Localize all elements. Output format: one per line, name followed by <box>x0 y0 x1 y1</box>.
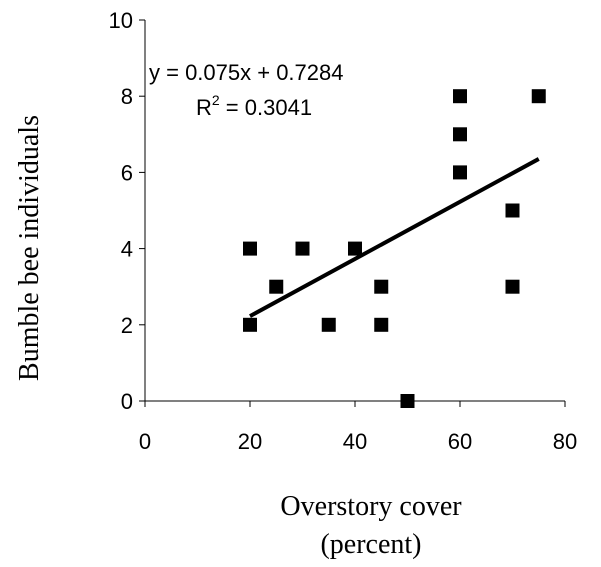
y-tick-label: 4 <box>121 237 133 262</box>
x-tick-label: 0 <box>139 429 151 454</box>
y-axis-title: Bumble bee individuals <box>14 115 45 381</box>
data-point <box>453 127 467 142</box>
x-axis-ticks: 0 20 40 60 80 <box>139 401 577 454</box>
data-point <box>453 89 467 104</box>
data-point <box>374 279 389 294</box>
y-tick-label: 2 <box>121 313 133 338</box>
y-tick-label: 10 <box>109 8 133 33</box>
x-tick-label: 80 <box>553 429 577 454</box>
data-point <box>321 317 336 332</box>
data-point <box>269 279 284 294</box>
y-tick-label: 6 <box>121 160 133 185</box>
data-point <box>505 279 520 294</box>
data-point <box>505 203 520 218</box>
data-point <box>400 394 415 408</box>
data-point <box>531 89 546 104</box>
data-point <box>243 241 257 256</box>
y-tick-label: 0 <box>121 389 133 414</box>
y-tick-label: 8 <box>121 84 133 109</box>
x-tick-label: 40 <box>343 429 367 454</box>
data-point <box>374 317 389 332</box>
x-tick-label: 20 <box>238 429 262 454</box>
data-points <box>243 89 546 408</box>
x-axis-title-line2: (percent) <box>320 529 421 560</box>
y-axis-ticks: 0 2 4 6 8 10 <box>109 8 145 414</box>
trendline-equation: y = 0.075x + 0.7284 <box>149 60 344 85</box>
r-squared-label: R2 = 0.3041 <box>196 92 312 120</box>
data-point <box>243 317 257 332</box>
data-point <box>453 165 467 180</box>
trendline <box>249 157 540 318</box>
x-axis-title-line1: Overstory cover <box>280 491 462 522</box>
x-tick-label: 60 <box>448 429 472 454</box>
data-point <box>295 241 310 256</box>
data-point <box>348 241 362 256</box>
